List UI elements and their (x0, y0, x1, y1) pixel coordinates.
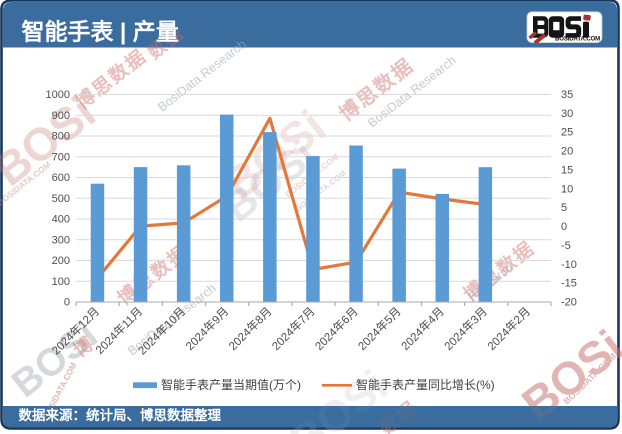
svg-text:0: 0 (561, 221, 567, 233)
svg-text:800: 800 (52, 131, 70, 143)
svg-text:5: 5 (561, 202, 567, 214)
svg-text:25: 25 (561, 127, 573, 139)
svg-text:900: 900 (52, 110, 70, 122)
svg-text:BOSIDATA.COM: BOSIDATA.COM (555, 36, 600, 43)
svg-text:数据来源：统计局、博思数据整理: 数据来源：统计局、博思数据整理 (19, 407, 222, 423)
svg-text:600: 600 (52, 172, 70, 184)
svg-text:20: 20 (561, 146, 573, 158)
svg-text:10: 10 (561, 183, 573, 195)
svg-text:30: 30 (561, 108, 573, 120)
svg-text:100: 100 (52, 276, 70, 288)
svg-text:智能手表 | 产量: 智能手表 | 产量 (22, 19, 179, 45)
svg-text:300: 300 (52, 234, 70, 246)
svg-text:-5: -5 (561, 240, 571, 252)
svg-text:1000: 1000 (46, 89, 70, 101)
svg-text:500: 500 (52, 193, 70, 205)
svg-text:200: 200 (52, 255, 70, 267)
svg-text:15: 15 (561, 165, 573, 177)
svg-text:智能手表产量当期值(万个): 智能手表产量当期值(万个) (161, 377, 301, 392)
svg-text:智能手表产量同比增长(%): 智能手表产量同比增长(%) (356, 377, 495, 392)
svg-text:-10: -10 (561, 259, 577, 271)
svg-text:0: 0 (64, 297, 70, 309)
svg-text:-15: -15 (561, 278, 577, 290)
svg-text:700: 700 (52, 151, 70, 163)
svg-text:400: 400 (52, 214, 70, 226)
svg-text:-20: -20 (561, 297, 577, 309)
svg-text:35: 35 (561, 89, 573, 101)
